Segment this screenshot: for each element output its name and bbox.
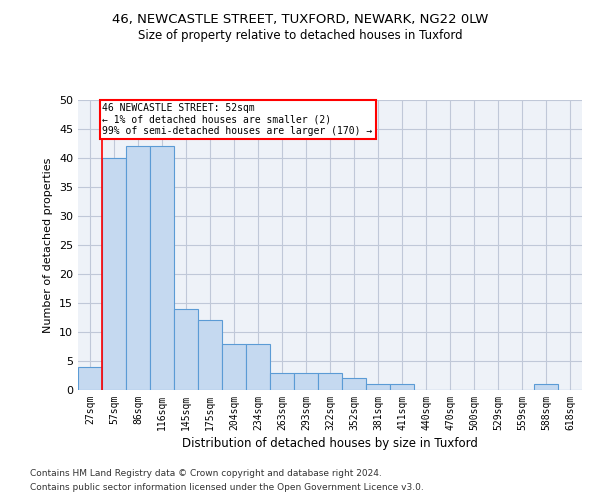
Bar [270, 372, 294, 390]
Bar [174, 309, 198, 390]
Bar [366, 384, 390, 390]
Text: Contains HM Land Registry data © Crown copyright and database right 2024.: Contains HM Land Registry data © Crown c… [30, 468, 382, 477]
Bar [318, 372, 342, 390]
Text: Contains public sector information licensed under the Open Government Licence v3: Contains public sector information licen… [30, 484, 424, 492]
Bar [222, 344, 246, 390]
Bar [198, 320, 222, 390]
Bar [126, 146, 150, 390]
Y-axis label: Number of detached properties: Number of detached properties [43, 158, 53, 332]
Bar [150, 146, 174, 390]
Bar [102, 158, 126, 390]
Text: 46, NEWCASTLE STREET, TUXFORD, NEWARK, NG22 0LW: 46, NEWCASTLE STREET, TUXFORD, NEWARK, N… [112, 12, 488, 26]
Bar [390, 384, 414, 390]
Text: Size of property relative to detached houses in Tuxford: Size of property relative to detached ho… [137, 29, 463, 42]
Text: 46 NEWCASTLE STREET: 52sqm
← 1% of detached houses are smaller (2)
99% of semi-d: 46 NEWCASTLE STREET: 52sqm ← 1% of detac… [103, 103, 373, 136]
Bar [294, 372, 318, 390]
Bar [534, 384, 558, 390]
Bar [342, 378, 366, 390]
X-axis label: Distribution of detached houses by size in Tuxford: Distribution of detached houses by size … [182, 437, 478, 450]
Bar [78, 367, 102, 390]
Bar [246, 344, 270, 390]
